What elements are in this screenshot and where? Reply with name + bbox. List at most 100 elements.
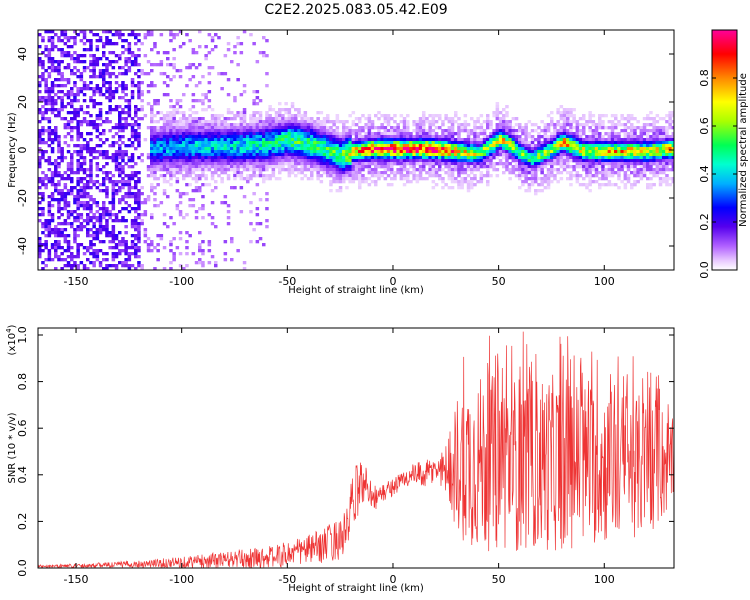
spectrogram-cell [354,165,359,169]
spectrogram-cell [124,192,128,196]
spectrogram-cell [380,135,384,139]
spectrogram-cell [194,261,199,265]
spectrogram-cell [377,111,381,115]
spectrogram-cell [66,201,71,205]
spectrogram-cell [348,159,352,163]
spectrogram-cell [534,171,538,175]
spectrogram-cell [354,132,359,136]
spectrogram-cell [639,153,644,157]
spectrogram-cell [242,30,247,34]
spectrogram-cell [236,36,240,40]
spectrogram-cell [127,186,132,190]
spectrogram-cell [623,183,628,187]
spectrogram-cell [290,126,295,130]
spectrogram-cell [92,75,96,79]
spectrogram-cell [498,153,503,157]
spectrogram-cell [185,84,189,88]
spectrogram-cell [204,150,208,154]
spectrogram-cell [226,129,231,133]
spectrogram-cell [76,213,80,217]
spectrogram-cell [274,165,279,169]
spectrogram-cell [502,150,506,154]
spectrogram-cell [146,33,151,37]
spectrogram-cell [198,186,202,190]
spectrogram-cell [95,75,100,79]
spectrogram-cell [502,153,506,157]
spectrogram-cell [534,177,538,181]
spectrogram-cell [268,135,272,139]
spectrogram-cell [86,111,90,115]
spectrogram-cell [258,111,263,115]
spectrogram-cell [473,120,477,124]
spectrogram-cell [82,189,87,193]
spectrogram-cell [86,234,90,238]
spectrogram-cell [297,135,301,139]
spectrogram-cell [546,147,551,151]
spectrogram-cell [79,216,84,220]
spectrogram-cell [396,141,400,145]
spectrogram-cell [70,258,74,262]
spectrogram-cell [57,150,61,154]
spectrogram-cell [41,129,45,133]
spectrogram-cell [262,165,266,169]
spectrogram-cell [111,144,116,148]
spectrogram-cell [57,78,61,82]
spectrogram-cell [114,87,119,91]
spectrogram-cell [582,168,586,172]
spectrogram-cell [178,162,183,166]
spectrogram-cell [130,63,135,67]
spectrogram-cell [54,66,58,70]
spectrogram-cell [649,135,653,139]
spectrogram-cell [102,69,106,73]
spectrogram-cell [102,204,106,208]
spectrogram-cell [89,48,93,52]
spectrogram-cell [374,180,378,184]
spectrogram-cell [172,123,176,127]
spectrogram-cell [457,135,461,139]
spectrogram-cell [82,81,87,85]
spectrogram-cell [66,255,71,259]
spectrogram-cell [626,138,631,142]
spectrogram-cell [159,117,164,121]
spectrogram-cell [377,126,381,130]
spectrogram-cell [665,177,669,181]
spectrogram-x-tick-label: -100 [169,275,194,288]
spectrogram-cell [258,135,263,139]
spectrogram-cell [182,147,186,151]
spectrogram-cell [188,150,192,154]
spectrogram-cell [262,159,266,163]
spectrogram-cell [425,171,429,175]
spectrogram-cell [258,150,263,154]
spectrogram-cell [374,114,378,118]
spectrogram-cell [390,165,394,169]
spectrogram-cell [278,117,282,121]
spectrogram-cell [82,159,87,163]
spectrogram-cell [70,72,74,76]
spectrogram-cell [300,156,304,160]
spectrogram-cell [82,225,87,229]
spectrogram-cell [492,141,496,145]
spectrogram-cell [502,171,506,175]
spectrogram-cell [47,156,52,160]
spectrogram-cell [412,129,416,133]
spectrogram-cell [393,135,397,139]
spectrogram-cell [332,141,336,145]
spectrogram-cell [137,69,141,73]
spectrogram-cell [572,168,576,172]
spectrogram-cell [82,111,87,115]
spectrogram-cell [134,207,138,211]
spectrogram-cell [290,123,295,127]
spectrogram-cell [294,174,298,178]
spectrogram-cell [566,171,570,175]
spectrogram-cell [230,240,234,244]
spectrogram-cell [463,168,468,172]
spectrogram-cell [422,111,426,115]
spectrogram-cell [412,162,416,166]
spectrogram-cell [156,249,160,253]
spectrogram-cell [79,54,84,58]
spectrogram-cell [329,135,333,139]
spectrogram-cell [178,99,183,103]
spectrogram-cell [572,114,576,118]
spectrogram-cell [130,132,135,136]
spectrogram-cell [402,165,407,169]
